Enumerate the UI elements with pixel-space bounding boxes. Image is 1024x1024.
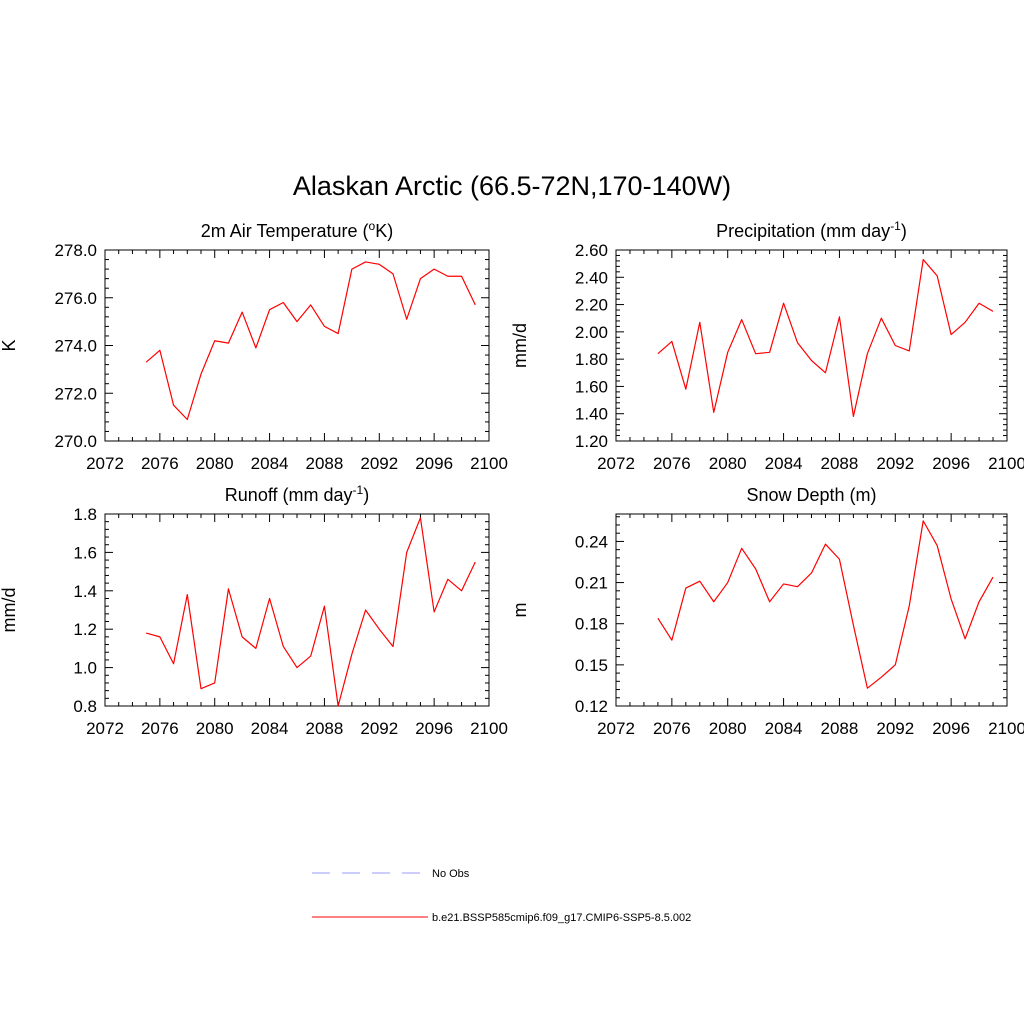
runoff-y-tick-label: 1.0: [73, 659, 97, 678]
runoff-x-tick-label: 2076: [141, 719, 179, 738]
snow-depth-title: Snow Depth (m): [746, 485, 876, 505]
runoff-y-tick-label: 1.4: [73, 582, 97, 601]
air-temperature-x-tick-label: 2092: [360, 454, 398, 473]
runoff-y-tick-label: 1.2: [73, 620, 97, 639]
precipitation-y-tick-label: 1.40: [575, 405, 608, 424]
precipitation-x-tick-label: 2092: [876, 454, 914, 473]
air-temperature-x-tick-label: 2088: [306, 454, 344, 473]
snow-depth-y-tick-label: 0.24: [575, 532, 608, 551]
runoff-plot-frame: [104, 513, 490, 707]
runoff-series-line: [145, 517, 476, 707]
air-temperature-x-tick-label: 2096: [415, 454, 453, 473]
air-temperature-series-line: [145, 261, 476, 421]
precipitation-x-tick-label: 2080: [709, 454, 747, 473]
precipitation-x-tick-label: 2088: [821, 454, 859, 473]
air-temperature-y-tick-label: 270.0: [54, 432, 97, 451]
air-temperature-plot-frame: [104, 249, 490, 442]
runoff-title: Runoff (mm day-1): [225, 483, 369, 505]
runoff-x-tick-label: 2084: [251, 719, 289, 738]
precipitation-y-tick-label: 2.60: [575, 241, 608, 260]
precipitation-x-tick-label: 2072: [597, 454, 635, 473]
panel-precipitation: 2072 2076 2080 2084 2088 2092 2096 2100 1.20 1.40…: [510, 219, 1024, 473]
runoff-x-tick-label: 2096: [415, 719, 453, 738]
snow-depth-y-tick-label: 0.15: [575, 656, 608, 675]
precipitation-y-tick-label: 2.40: [575, 268, 608, 287]
precipitation-x-tick-label: 2076: [653, 454, 691, 473]
snow-depth-y-axis-label: m: [510, 603, 530, 618]
air-temperature-x-tick-label: 2080: [196, 454, 234, 473]
snow-depth-x-tick-label: 2100: [988, 719, 1024, 738]
precipitation-y-tick-label: 2.00: [575, 323, 608, 342]
legend: No Obs b.e21.BSSP585cmip6.f09_g17.CMIP6-…: [312, 868, 691, 924]
air-temperature-x-tick-label: 2084: [251, 454, 289, 473]
precipitation-y-tick-label: 1.20: [575, 432, 608, 451]
snow-depth-x-tick-label: 2080: [709, 719, 747, 738]
runoff-x-tick-label: 2088: [306, 719, 344, 738]
snow-depth-y-tick-label: 0.12: [575, 697, 608, 716]
snow-depth-y-tick-label: 0.18: [575, 615, 608, 634]
air-temperature-y-tick-label: 274.0: [54, 337, 97, 356]
runoff-x-tick-label: 2092: [360, 719, 398, 738]
precipitation-y-axis-label: mm/d: [510, 323, 530, 368]
snow-depth-x-tick-label: 2076: [653, 719, 691, 738]
air-temperature-y-tick-label: 276.0: [54, 289, 97, 308]
air-temperature-y-axis-label: K: [0, 339, 19, 351]
air-temperature-y-tick-label: 278.0: [54, 241, 97, 260]
snow-depth-plot-frame: [615, 513, 1008, 707]
figure-title: Alaskan Arctic (66.5-72N,170-140W): [293, 171, 731, 201]
legend-model-label: b.e21.BSSP585cmip6.f09_g17.CMIP6-SSP5-8.…: [432, 912, 691, 924]
air-temperature-x-tick-label: 2076: [141, 454, 179, 473]
snow-depth-y-tick-label: 0.21: [575, 574, 608, 593]
legend-no-obs-label: No Obs: [432, 868, 470, 880]
runoff-x-tick-label: 2100: [470, 719, 508, 738]
runoff-y-axis-label: mm/d: [0, 588, 19, 633]
precipitation-title: Precipitation (mm day-1): [716, 219, 907, 241]
precipitation-series-line: [657, 258, 994, 418]
panel-air-temperature: 2072 2076 2080 2084 2088 2092 2096 2100 270.0 272…: [0, 219, 508, 473]
air-temperature-y-tick-label: 272.0: [54, 384, 97, 403]
precipitation-y-tick-label: 2.20: [575, 296, 608, 315]
precipitation-x-tick-label: 2100: [988, 454, 1024, 473]
runoff-y-tick-label: 1.6: [73, 543, 97, 562]
snow-depth-x-tick-label: 2092: [876, 719, 914, 738]
panel-snow-depth: 2072 2076 2080 2084 2088 2092 2096 2100 0.12 0.15…: [510, 485, 1024, 738]
precipitation-x-tick-label: 2096: [932, 454, 970, 473]
snow-depth-series-line: [657, 520, 994, 689]
runoff-x-tick-label: 2072: [86, 719, 124, 738]
air-temperature-x-tick-label: 2072: [86, 454, 124, 473]
runoff-y-tick-label: 1.8: [73, 505, 97, 524]
snow-depth-x-tick-label: 2084: [765, 719, 803, 738]
panel-runoff: 2072 2076 2080 2084 2088 2092 2096 2100 0.8 1.0 1.…: [0, 483, 508, 738]
precipitation-plot-frame: [615, 249, 1008, 442]
air-temperature-x-tick-label: 2100: [470, 454, 508, 473]
precipitation-y-tick-label: 1.80: [575, 350, 608, 369]
precipitation-y-tick-label: 1.60: [575, 377, 608, 396]
snow-depth-x-tick-label: 2088: [821, 719, 859, 738]
air-temperature-title: 2m Air Temperature (oK): [201, 219, 393, 241]
snow-depth-x-tick-label: 2072: [597, 719, 635, 738]
snow-depth-x-tick-label: 2096: [932, 719, 970, 738]
runoff-y-tick-label: 0.8: [73, 697, 97, 716]
chart-panels: 2072 2076 2080 2084 2088 2092 2096 2100 270.0 272…: [0, 219, 1024, 738]
runoff-x-tick-label: 2080: [196, 719, 234, 738]
precipitation-x-tick-label: 2084: [765, 454, 803, 473]
